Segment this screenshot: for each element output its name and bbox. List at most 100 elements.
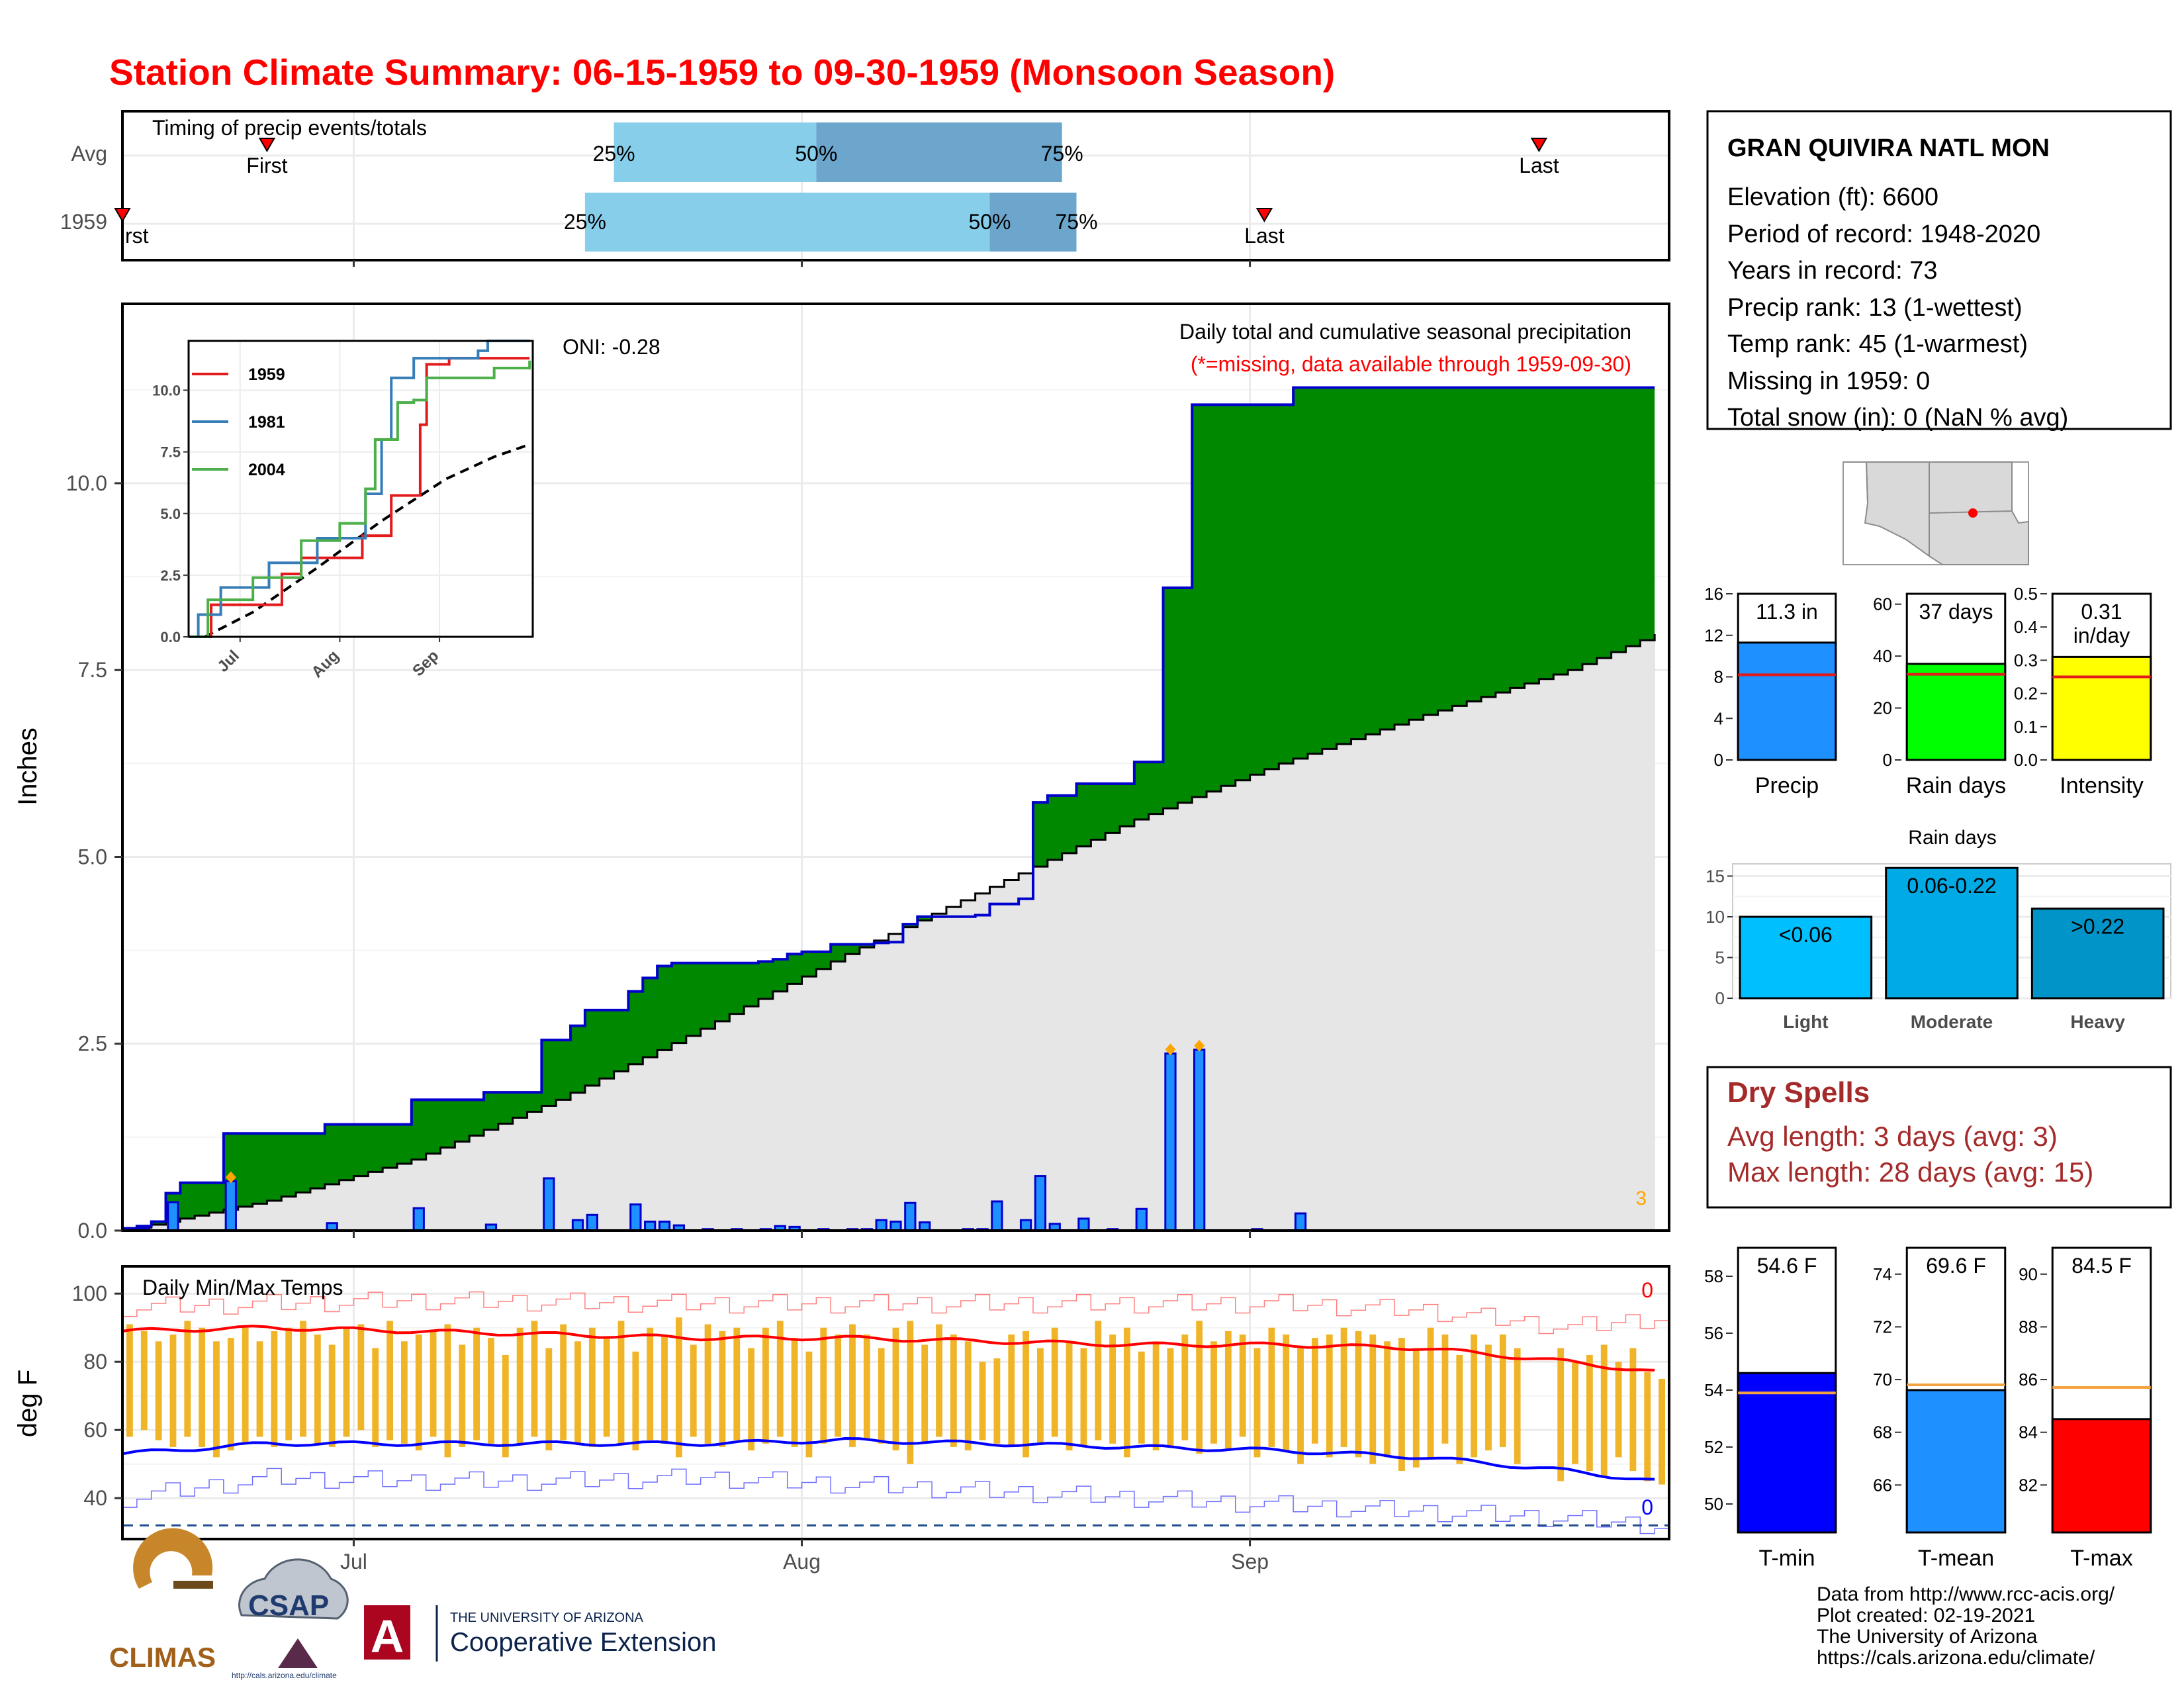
daily-temp-range-bar	[704, 1324, 711, 1444]
daily-precip-bar	[1034, 1175, 1047, 1232]
station-name: GRAN QUIVIRA NATL MON	[1727, 134, 2050, 162]
daily-temp-range-bar	[1124, 1327, 1130, 1458]
temp-ytick-label: 40	[83, 1486, 107, 1510]
daily-temp-range-bar	[993, 1358, 1001, 1444]
station-location-dot	[1968, 508, 1978, 518]
page-title: Station Climate Summary: 06-15-1959 to 0…	[109, 52, 1335, 93]
daily-temp-range-bar	[1659, 1378, 1665, 1485]
daily-precip-bar	[412, 1207, 425, 1232]
timing-panel: Timing of precip events/totals Avg 1959 …	[60, 110, 1670, 267]
temp-min-bar	[1737, 1372, 1837, 1534]
daily-temp-range-bar	[1412, 1348, 1420, 1468]
timing-pct-label: 75%	[1041, 142, 1083, 165]
temp-mean-chart: 66 68 70 72 74 69.6 F T-mean	[1873, 1246, 2007, 1571]
temp-mean-ytick-label: 72	[1873, 1317, 1892, 1336]
dry-spells-frame	[1706, 1066, 2172, 1209]
temp-min-ytick-label: 52	[1704, 1437, 1723, 1457]
precip-ytick-label: 10.0	[66, 471, 107, 495]
temp-mean-bar	[1905, 1389, 2007, 1534]
daily-precip-bar	[1294, 1212, 1307, 1232]
daily-temp-range-bar	[776, 1321, 784, 1437]
temp-max-ytick-label: 86	[2019, 1370, 2038, 1389]
daily-temp-range-bar	[400, 1341, 408, 1444]
daily-temp-range-bar	[314, 1335, 321, 1444]
precip-total-ytick-label: 4	[1714, 708, 1723, 728]
temp-min-ytick-label: 54	[1704, 1380, 1723, 1400]
csap-url: http://cals.arizona.edu/climate	[232, 1671, 337, 1680]
daily-precip-bar	[586, 1213, 598, 1232]
temp-max-ytick-label: 88	[2019, 1317, 2038, 1336]
temp-min-chart: 50 52 54 56 58 54.6 F T-min	[1704, 1246, 1837, 1571]
daily-temp-range-bar	[907, 1321, 914, 1464]
last-event-label: Last	[1519, 154, 1559, 177]
daily-temp-range-bar	[1514, 1348, 1521, 1464]
daily-temp-range-bar	[1167, 1348, 1174, 1447]
daily-temp-range-bar	[169, 1335, 177, 1447]
daily-temp-range-bar	[1210, 1341, 1217, 1444]
daily-temp-range-bar	[430, 1331, 437, 1437]
oni-value: ONI: -0.28	[563, 335, 660, 359]
inset-average-line	[204, 443, 530, 638]
precip-events-chart: Rain days 0 5 10 15 <0.06 Light 0.06-0.22 Moder…	[1706, 827, 2171, 1032]
events-bar	[1885, 867, 2019, 1000]
precip-total-chart: 0 4 8 12 16 11.3 in Precip	[1704, 584, 1837, 798]
rain-days-ytick-label: 40	[1873, 646, 1892, 666]
temp-min-value-label: 54.6 F	[1757, 1254, 1817, 1278]
daily-temp-range-bar	[1181, 1335, 1189, 1440]
daily-temp-range-bar	[271, 1331, 278, 1447]
timing-pct-label: 75%	[1055, 210, 1097, 234]
timing-range-upper	[816, 122, 1062, 182]
temp-max-ytick-label: 84	[2019, 1423, 2038, 1442]
daily-precip-bar	[889, 1220, 902, 1232]
daily-temp-range-bar	[516, 1327, 523, 1444]
avg-min-line	[122, 1437, 1655, 1481]
daily-temp-range-bar	[1398, 1338, 1405, 1471]
station-missing: Missing in 1959: 0	[1727, 367, 1930, 395]
precip-total-ytick-label: 12	[1704, 626, 1723, 645]
precip-frame	[121, 303, 1670, 1232]
events-ytick-label: 15	[1706, 866, 1725, 886]
precip-note: Daily total and cumulative seasonal prec…	[1179, 320, 1631, 344]
temp-min-title: T-min	[1759, 1546, 1815, 1571]
temp-ytick-label: 60	[83, 1418, 107, 1442]
daily-temp-range-bar	[647, 1327, 654, 1440]
intensity-ytick-label: 0.4	[2014, 617, 2038, 637]
daily-temp-range-bar	[979, 1362, 986, 1440]
daily-temp-range-bar	[328, 1344, 336, 1447]
station-info: GRAN QUIVIRA NATL MON Elevation (ft): 66…	[1706, 110, 2172, 432]
daily-temp-range-bar	[950, 1335, 957, 1447]
timing-pct-label: 50%	[795, 142, 837, 165]
footer-credits: Data from http://www.rcc-acis.org/ Plot …	[1817, 1583, 2115, 1669]
dry-spells-max: Max length: 28 days (avg: 15)	[1727, 1156, 2093, 1188]
precip-total-title: Precip	[1755, 773, 1819, 798]
temp-max-chart: 82 84 86 88 90 84.5 F T-max	[2019, 1246, 2152, 1571]
last-event-marker	[1255, 208, 1273, 222]
credit-institution: The University of Arizona	[1817, 1626, 2038, 1648]
timing-row-avg: Avg	[71, 142, 107, 165]
events-bar-label: >0.22	[2071, 915, 2124, 939]
first-event-label: First	[246, 154, 287, 177]
daily-temp-range-bar	[820, 1327, 827, 1444]
precip-ylabel: Inches	[13, 727, 42, 806]
daily-temp-range-bar	[444, 1324, 451, 1458]
climas-logo: CLIMAS	[109, 1528, 216, 1673]
daily-temp-range-bar	[1239, 1335, 1246, 1437]
events-category-label: Light	[1783, 1011, 1828, 1032]
daily-precip-bar	[1135, 1207, 1148, 1232]
daily-temp-range-bar	[1355, 1331, 1362, 1458]
daily-temp-range-bar	[574, 1341, 581, 1444]
daily-temp-range-bar	[675, 1317, 682, 1458]
temp-label: Daily Min/Max Temps	[142, 1276, 343, 1299]
temp-min-ytick-label: 50	[1704, 1494, 1723, 1514]
temp-mean-ytick-label: 70	[1873, 1370, 1892, 1389]
daily-precip-bar	[1193, 1049, 1206, 1232]
daily-temp-range-bar	[227, 1338, 234, 1451]
timing-range-upper	[989, 193, 1077, 252]
daily-temp-range-bar	[155, 1341, 162, 1440]
daily-temp-range-bar	[1311, 1338, 1318, 1444]
timing-pct-label: 25%	[593, 142, 635, 165]
temp-max-title: T-max	[2070, 1546, 2132, 1571]
events-ytick-label: 5	[1715, 947, 1725, 967]
precip-corner-count: 3	[1635, 1188, 1647, 1209]
intensity-title: Intensity	[2060, 773, 2144, 798]
